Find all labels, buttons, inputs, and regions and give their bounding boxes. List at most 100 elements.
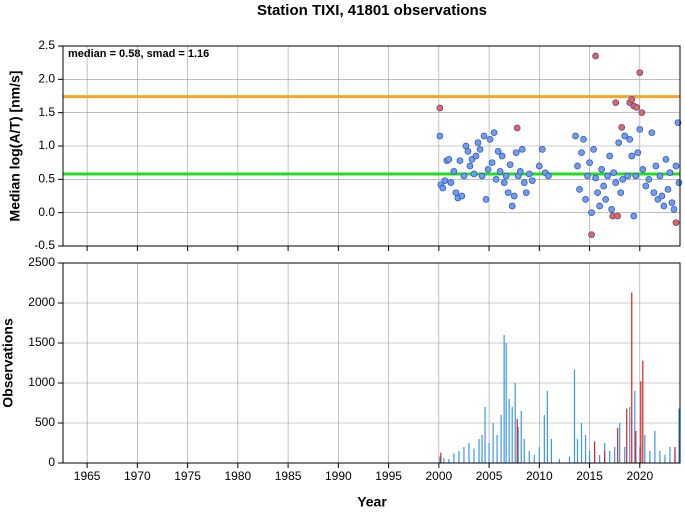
point bbox=[590, 145, 597, 153]
bar bbox=[505, 343, 507, 463]
bar bbox=[635, 431, 637, 463]
y-tick-label: -0.5 bbox=[34, 238, 55, 252]
point bbox=[624, 172, 632, 180]
bar bbox=[496, 435, 498, 463]
point bbox=[478, 172, 486, 180]
bar bbox=[626, 408, 628, 463]
point bbox=[494, 147, 502, 155]
plot-frame bbox=[62, 45, 681, 247]
bar bbox=[533, 455, 535, 463]
point bbox=[610, 169, 618, 177]
bar bbox=[584, 435, 587, 463]
bar bbox=[609, 451, 611, 463]
point bbox=[666, 169, 674, 177]
point bbox=[492, 175, 500, 183]
point bbox=[617, 189, 625, 197]
bar bbox=[619, 423, 621, 463]
bar bbox=[458, 451, 460, 463]
point bbox=[604, 172, 611, 180]
bar bbox=[514, 383, 516, 463]
point bbox=[545, 172, 552, 180]
y-tick-label: 1.5 bbox=[38, 105, 55, 119]
point bbox=[458, 192, 466, 200]
point bbox=[628, 152, 636, 160]
point bbox=[634, 149, 642, 157]
bar bbox=[484, 407, 486, 463]
bar bbox=[478, 439, 480, 463]
bar bbox=[528, 451, 530, 463]
bar bbox=[640, 381, 642, 463]
point bbox=[652, 162, 660, 170]
x-tick-label: 2005 bbox=[476, 469, 503, 483]
point bbox=[675, 179, 683, 187]
point bbox=[512, 149, 520, 157]
point bbox=[632, 172, 640, 180]
bar bbox=[617, 427, 619, 463]
point bbox=[650, 189, 658, 197]
y-axis-label: Observations bbox=[0, 318, 16, 408]
bar bbox=[523, 439, 525, 463]
x-tick-label: 2020 bbox=[626, 469, 653, 483]
point bbox=[520, 179, 528, 187]
bar bbox=[593, 441, 596, 463]
x-tick-label: 1990 bbox=[325, 469, 352, 483]
bar bbox=[644, 435, 646, 463]
point bbox=[482, 195, 490, 203]
y-tick-label: 1500 bbox=[28, 335, 55, 349]
point bbox=[586, 159, 593, 167]
point bbox=[506, 161, 514, 169]
point bbox=[496, 167, 504, 175]
bar bbox=[508, 399, 510, 463]
bar bbox=[488, 443, 490, 463]
bar bbox=[453, 453, 455, 463]
point bbox=[525, 170, 533, 178]
point bbox=[602, 195, 609, 203]
plot-frame bbox=[62, 262, 681, 464]
y-tick-label: 1.0 bbox=[38, 138, 55, 152]
point bbox=[513, 124, 521, 132]
x-tick-label: 1980 bbox=[224, 469, 251, 483]
x-tick-label: 2015 bbox=[576, 469, 603, 483]
bar bbox=[503, 335, 505, 463]
y-tick-label: 2000 bbox=[28, 295, 55, 309]
point bbox=[580, 135, 587, 143]
point bbox=[472, 152, 480, 160]
point bbox=[476, 145, 484, 153]
bar bbox=[614, 447, 616, 463]
bar bbox=[580, 423, 583, 463]
point bbox=[439, 184, 447, 192]
point bbox=[656, 172, 664, 180]
point bbox=[460, 172, 468, 180]
bar bbox=[481, 435, 483, 463]
point bbox=[480, 132, 488, 140]
point bbox=[662, 155, 670, 163]
bar bbox=[492, 423, 494, 463]
bar bbox=[639, 447, 641, 463]
y-tick-label: 0 bbox=[48, 455, 55, 469]
point bbox=[600, 182, 607, 190]
x-tick-label: 1985 bbox=[275, 469, 302, 483]
point bbox=[648, 129, 656, 137]
bar bbox=[588, 451, 591, 463]
point bbox=[636, 69, 644, 77]
point bbox=[672, 162, 680, 170]
point bbox=[464, 147, 472, 155]
point bbox=[500, 179, 508, 187]
point bbox=[490, 129, 498, 137]
bar bbox=[439, 456, 441, 463]
point bbox=[470, 170, 478, 178]
bar bbox=[654, 431, 656, 463]
point bbox=[436, 104, 444, 112]
bar bbox=[576, 439, 579, 463]
bar bbox=[517, 427, 519, 463]
point bbox=[670, 205, 678, 213]
point bbox=[441, 177, 449, 185]
point bbox=[498, 152, 506, 160]
point bbox=[612, 99, 620, 107]
point bbox=[672, 219, 680, 227]
point bbox=[450, 167, 458, 175]
point bbox=[466, 162, 474, 170]
point bbox=[582, 195, 589, 203]
point bbox=[508, 202, 516, 210]
